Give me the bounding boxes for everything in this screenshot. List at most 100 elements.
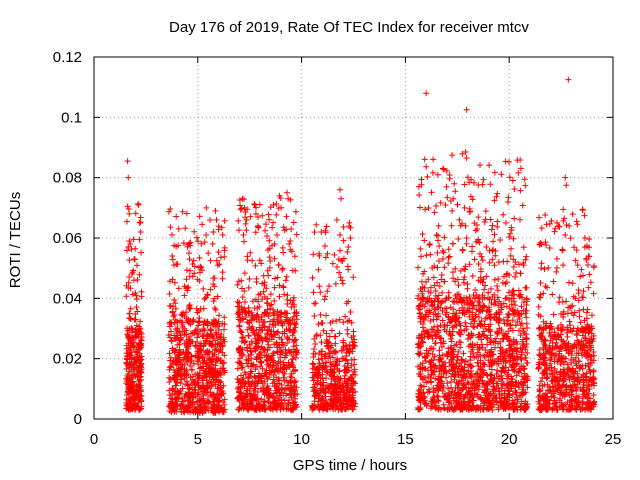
data-point — [337, 274, 344, 281]
data-point — [261, 293, 268, 300]
data-point — [270, 350, 277, 357]
data-point — [135, 200, 142, 207]
data-point — [285, 347, 292, 354]
data-point — [337, 231, 344, 238]
data-point — [439, 289, 446, 296]
data-point — [245, 332, 252, 339]
data-point — [190, 318, 197, 325]
data-point — [179, 385, 186, 392]
data-point — [553, 268, 560, 275]
data-point — [261, 378, 268, 385]
data-point — [545, 264, 552, 271]
data-point — [169, 253, 176, 260]
data-point — [451, 180, 458, 187]
data-point — [241, 369, 248, 376]
data-point — [340, 224, 347, 231]
data-point — [171, 391, 178, 398]
data-point — [134, 368, 141, 375]
data-point — [313, 331, 320, 338]
data-point — [481, 286, 488, 293]
data-point — [173, 213, 180, 220]
data-point — [241, 270, 248, 277]
data-point — [210, 409, 217, 416]
y-tick-label: 0 — [74, 411, 82, 428]
data-point — [202, 351, 209, 358]
data-point — [272, 275, 279, 282]
data-point — [559, 247, 566, 254]
data-point — [255, 214, 262, 221]
data-point — [262, 221, 269, 228]
data-point — [257, 359, 264, 366]
data-point — [183, 267, 190, 274]
data-point — [169, 360, 176, 367]
data-point — [184, 317, 191, 324]
data-point — [195, 322, 202, 329]
data-point — [536, 214, 543, 221]
data-point — [195, 361, 202, 368]
data-point — [219, 349, 226, 356]
data-point — [209, 356, 216, 363]
data-point — [590, 264, 597, 271]
data-point — [334, 263, 341, 270]
data-point — [132, 400, 139, 407]
data-point — [252, 262, 259, 269]
data-point — [237, 327, 244, 334]
data-point — [198, 240, 205, 247]
x-axis-label: GPS time / hours — [293, 457, 407, 474]
data-point — [137, 228, 144, 235]
data-point — [491, 231, 498, 238]
data-point — [252, 229, 259, 236]
data-point — [486, 162, 493, 169]
data-point — [331, 251, 338, 258]
data-point — [463, 106, 470, 113]
data-point — [220, 359, 227, 366]
data-point — [175, 395, 182, 402]
data-point — [178, 349, 185, 356]
data-point — [544, 284, 551, 291]
data-point — [205, 250, 212, 257]
data-point — [469, 243, 476, 250]
data-point — [184, 243, 191, 250]
data-point — [472, 227, 479, 234]
data-point — [454, 201, 461, 208]
data-point — [469, 272, 476, 279]
data-point — [517, 156, 524, 163]
data-point — [196, 315, 203, 322]
data-point — [286, 391, 293, 398]
data-point — [315, 321, 322, 328]
data-point — [288, 406, 295, 413]
data-point — [481, 218, 488, 225]
data-point — [559, 298, 566, 305]
data-point — [191, 270, 198, 277]
data-point — [214, 385, 221, 392]
data-point — [245, 310, 252, 317]
data-point — [556, 294, 563, 301]
data-point — [266, 237, 273, 244]
data-point — [242, 299, 249, 306]
data-point — [198, 364, 205, 371]
data-point — [171, 279, 178, 286]
data-point — [124, 331, 131, 338]
data-point — [436, 283, 443, 290]
data-point — [462, 319, 469, 326]
data-point — [275, 314, 282, 321]
data-point — [336, 316, 343, 323]
data-point — [179, 208, 186, 215]
data-point — [136, 384, 143, 391]
data-point — [166, 302, 173, 309]
data-point — [188, 366, 195, 373]
data-point — [474, 225, 481, 232]
data-point — [316, 283, 323, 290]
data-point — [165, 331, 172, 338]
data-point — [132, 332, 139, 339]
data-point — [266, 216, 273, 223]
data-point — [509, 177, 516, 184]
data-point — [426, 241, 433, 248]
data-point — [179, 319, 186, 326]
data-point — [292, 208, 299, 215]
data-point — [259, 212, 266, 219]
data-point — [167, 206, 174, 213]
data-point — [267, 258, 274, 265]
data-point — [543, 242, 550, 249]
data-point — [243, 216, 250, 223]
